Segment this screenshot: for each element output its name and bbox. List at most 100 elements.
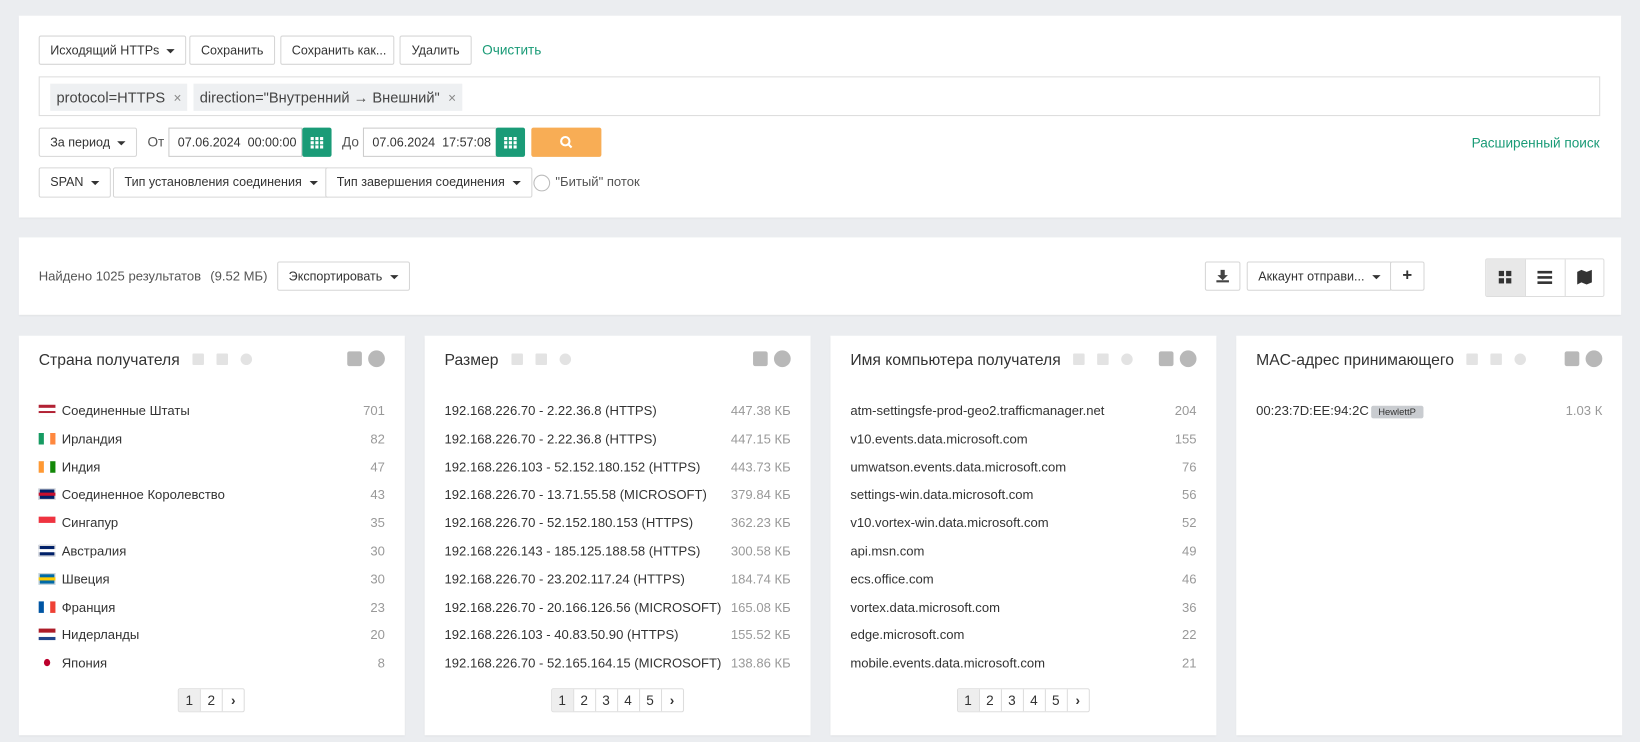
- page-button[interactable]: 5: [638, 689, 661, 712]
- view-icon[interactable]: [559, 353, 572, 366]
- widget-row[interactable]: Соединенное Королевство 43: [38, 485, 385, 506]
- period-dropdown[interactable]: За период: [38, 127, 138, 157]
- widget-row[interactable]: v10.events.data.microsoft.com 155: [850, 429, 1196, 450]
- settings-icon[interactable]: [1585, 350, 1603, 368]
- view-icon[interactable]: [1490, 353, 1502, 366]
- advanced-search-link[interactable]: Расширенный поиск: [1471, 134, 1600, 151]
- widget-row[interactable]: 192.168.226.70 - 20.166.126.56 (MICROSOF…: [445, 597, 791, 618]
- widget-row[interactable]: Япония 8: [38, 653, 385, 674]
- view-icon[interactable]: [1121, 353, 1133, 366]
- delete-button[interactable]: Удалить: [399, 35, 472, 65]
- teardown-dropdown[interactable]: Тип завершения соединения: [325, 167, 532, 198]
- row-label: 192.168.226.70 - 13.71.55.58 (MICROSOFT): [444, 487, 707, 503]
- widget-row[interactable]: 192.168.226.70 - 13.71.55.58 (MICROSOFT)…: [445, 485, 791, 506]
- clear-link[interactable]: Очистить: [482, 41, 542, 58]
- page-button[interactable]: 3: [1000, 689, 1022, 712]
- settings-icon[interactable]: [1179, 350, 1197, 368]
- save-as-button[interactable]: Сохранить как...: [280, 35, 395, 65]
- export-dropdown[interactable]: Экспортировать: [277, 261, 410, 291]
- widget-row[interactable]: 192.168.226.70 - 23.202.117.24 (HTTPS) 18…: [445, 569, 791, 590]
- search-button[interactable]: [531, 127, 602, 157]
- view-icon[interactable]: [1466, 353, 1478, 366]
- view-icon[interactable]: [192, 353, 204, 366]
- page-button[interactable]: 1: [551, 689, 573, 712]
- widget-row[interactable]: 192.168.226.70 - 2.22.36.8 (HTTPS) 447.15…: [445, 429, 791, 450]
- capture-dropdown[interactable]: SPAN: [38, 167, 111, 198]
- filter-box[interactable]: protocol=HTTPS × direction="Внутренний → В…: [38, 76, 1601, 117]
- view-icon[interactable]: [511, 353, 523, 366]
- add-button[interactable]: +: [1390, 261, 1425, 291]
- page-button[interactable]: 2: [199, 689, 222, 712]
- view-icon[interactable]: [1097, 353, 1109, 366]
- widget-row[interactable]: Сингапур 35: [38, 513, 385, 534]
- grid-view[interactable]: [1486, 259, 1525, 296]
- row-value: 362.23 КБ: [730, 515, 791, 531]
- settings-icon[interactable]: [773, 350, 791, 368]
- widget-row[interactable]: Франция 23: [38, 597, 385, 618]
- row-label: Нидерланды: [61, 627, 140, 643]
- widget-row[interactable]: 192.168.226.103 - 52.152.180.152 (HTTPS)…: [445, 457, 791, 478]
- download-icon[interactable]: [1158, 351, 1174, 367]
- page-button[interactable]: 2: [978, 689, 1000, 712]
- calendar-button[interactable]: [495, 127, 526, 157]
- page-button[interactable]: 5: [1044, 689, 1066, 712]
- widget-row[interactable]: 00:23:7D:EE:94:2C HewlettP 1.03 К: [1256, 401, 1602, 422]
- page-button[interactable]: 3: [594, 689, 617, 712]
- from-label: От: [147, 133, 165, 150]
- next-page[interactable]: ›: [221, 689, 244, 712]
- widget-row[interactable]: v10.vortex-win.data.microsoft.com 52: [850, 513, 1196, 534]
- download-icon[interactable]: [753, 351, 768, 367]
- view-icon[interactable]: [1514, 353, 1526, 366]
- widget-row[interactable]: 192.168.226.103 - 40.83.50.90 (HTTPS) 155…: [445, 625, 791, 646]
- row-label: Япония: [61, 655, 108, 671]
- download-icon[interactable]: [1564, 351, 1580, 367]
- remove-filter[interactable]: ×: [448, 89, 457, 106]
- widget-row[interactable]: umwatson.events.data.microsoft.com 76: [850, 457, 1196, 478]
- view-icon[interactable]: [535, 353, 548, 366]
- widget-row[interactable]: Швеция 30: [38, 569, 385, 590]
- page-button[interactable]: 4: [1022, 689, 1044, 712]
- broken-radio[interactable]: [533, 174, 551, 192]
- widget-row[interactable]: Индия 47: [38, 457, 385, 478]
- row-label: 192.168.226.70 - 52.165.164.15 (MICROSOF…: [444, 655, 722, 671]
- caret: [309, 180, 318, 185]
- map-view[interactable]: [1564, 259, 1605, 296]
- page-button[interactable]: 1: [178, 689, 200, 712]
- view-icon[interactable]: [216, 353, 229, 366]
- setup-dropdown[interactable]: Тип установления соединения: [112, 167, 329, 198]
- widget-row[interactable]: ecs.office.com 46: [850, 569, 1196, 590]
- from-input[interactable]: 07.06.2024 00:00:00: [168, 127, 303, 157]
- settings-icon[interactable]: [368, 350, 385, 368]
- preset-dropdown[interactable]: Исходящий HTTPs: [38, 35, 187, 65]
- calendar-button[interactable]: [302, 127, 332, 157]
- account-dropdown[interactable]: Аккаунт отправи...: [1246, 261, 1392, 291]
- to-input[interactable]: 07.06.2024 17:57:08: [362, 127, 497, 157]
- widget-row[interactable]: Австралия 30: [38, 541, 385, 562]
- widget-row[interactable]: Нидерланды 20: [38, 625, 385, 646]
- remove-filter[interactable]: ×: [173, 89, 182, 106]
- save-button[interactable]: Сохранить: [189, 35, 276, 65]
- next-page[interactable]: ›: [660, 689, 682, 712]
- widget-row[interactable]: 192.168.226.143 - 185.125.188.58 (HTTPS)…: [445, 541, 791, 562]
- download-icon[interactable]: [347, 351, 362, 367]
- widget-row[interactable]: 192.168.226.70 - 2.22.36.8 (HTTPS) 447.38…: [445, 401, 791, 422]
- widget-row[interactable]: Ирландия 82: [38, 429, 385, 450]
- view-icon[interactable]: [240, 353, 253, 366]
- widget-row[interactable]: mobile.events.data.microsoft.com 21: [850, 653, 1196, 674]
- widget-row[interactable]: settings-win.data.microsoft.com 56: [850, 485, 1196, 506]
- widget-row[interactable]: api.msn.com 49: [850, 541, 1196, 562]
- page-button[interactable]: 4: [616, 689, 639, 712]
- widget-row[interactable]: Соединенные Штаты 701: [38, 401, 385, 422]
- widget-row[interactable]: 192.168.226.70 - 52.152.180.153 (HTTPS) 3…: [445, 513, 791, 534]
- widget-row[interactable]: 192.168.226.70 - 52.165.164.15 (MICROSOF…: [445, 653, 791, 674]
- widget-row[interactable]: edge.microsoft.com 22: [850, 625, 1196, 646]
- list-view[interactable]: [1524, 259, 1565, 296]
- page-button[interactable]: 2: [572, 689, 595, 712]
- page-button[interactable]: 1: [957, 689, 979, 712]
- download-button[interactable]: [1204, 261, 1241, 291]
- next-page[interactable]: ›: [1066, 689, 1088, 712]
- widget-row[interactable]: vortex.data.microsoft.com 36: [850, 597, 1196, 618]
- widget-row[interactable]: atm-settingsfe-prod-geo2.trafficmanager.…: [850, 401, 1196, 422]
- view-icon[interactable]: [1073, 353, 1085, 366]
